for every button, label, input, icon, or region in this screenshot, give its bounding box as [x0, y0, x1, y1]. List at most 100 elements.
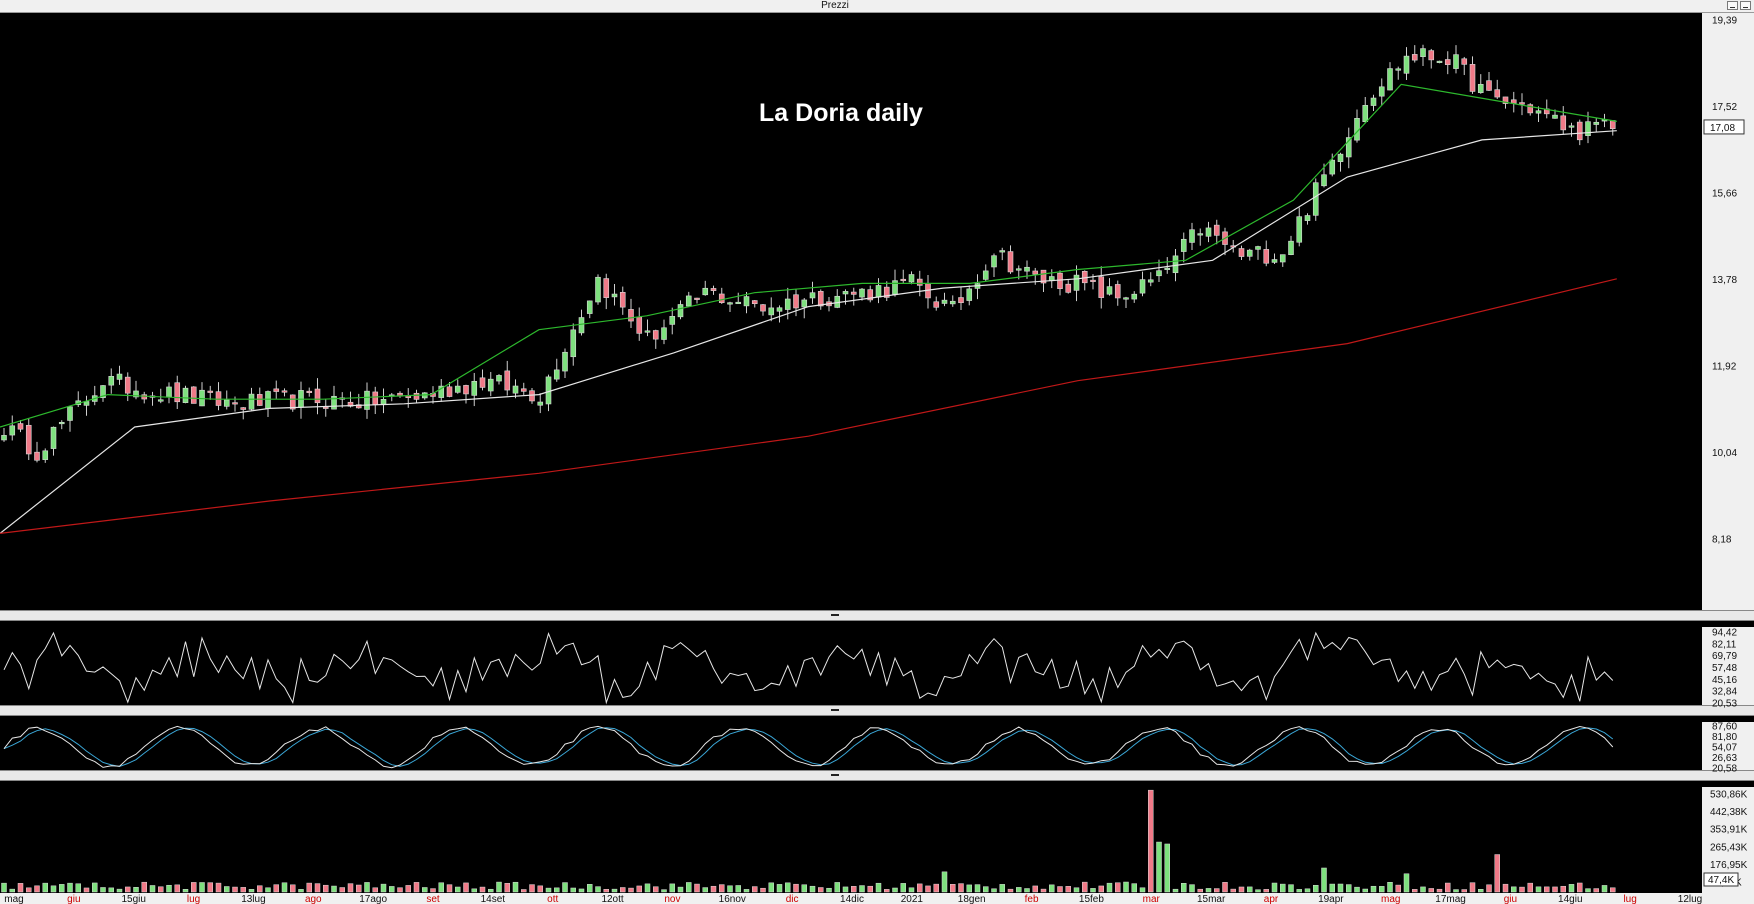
volume-bar: [776, 884, 783, 893]
candle: [999, 250, 1006, 253]
volume-bar: [950, 884, 956, 893]
date-tick: 15giu: [121, 894, 145, 904]
candle: [256, 394, 263, 406]
candle: [265, 391, 271, 409]
date-tick: 13lug: [241, 894, 265, 904]
candle: [479, 377, 486, 388]
volume-bar: [281, 882, 288, 893]
candle: [314, 388, 321, 404]
candle: [1453, 54, 1459, 69]
candle: [1593, 121, 1600, 125]
volume-bar: [83, 887, 90, 893]
volume-bar: [438, 882, 444, 893]
volume-bar: [1189, 884, 1195, 893]
candle: [1238, 248, 1245, 257]
volume-bar: [1544, 886, 1550, 893]
volume-bar: [702, 887, 708, 893]
volume-bar: [554, 887, 560, 893]
last-volume-label: 47,4K: [1708, 875, 1734, 886]
date-tick: mar: [1143, 894, 1161, 904]
candle: [859, 288, 865, 298]
candle: [182, 387, 189, 403]
rsi-tick: 45,16: [1712, 675, 1737, 686]
price-tick: 10,04: [1712, 448, 1737, 459]
date-tick: giu: [67, 894, 80, 904]
pane-divider[interactable]: [0, 770, 1754, 781]
price-pane: [0, 44, 1617, 534]
candle: [1535, 110, 1542, 114]
candle: [1362, 105, 1369, 122]
volume-bar: [413, 882, 420, 893]
volume-bar: [1255, 889, 1261, 893]
minimize-button[interactable]: [1727, 1, 1738, 10]
candle: [1131, 293, 1138, 300]
volume-bar: [1461, 889, 1467, 893]
candle: [248, 393, 255, 410]
volume-bar: [1115, 882, 1121, 893]
volume-bar: [1445, 882, 1451, 893]
candle: [1337, 153, 1344, 162]
volume-bar: [859, 885, 865, 893]
volume-bar: [512, 881, 519, 893]
volume-bar: [727, 885, 733, 893]
volume-bar: [158, 886, 164, 893]
candle: [1576, 121, 1583, 141]
volume-bar: [1519, 886, 1525, 893]
candle: [116, 373, 123, 380]
volume-bar: [75, 883, 81, 893]
volume-tick: 442,38K: [1710, 807, 1748, 818]
candle: [669, 316, 676, 325]
volume-bar: [479, 886, 486, 893]
candle: [380, 399, 387, 405]
volume-tick: 353,91K: [1710, 825, 1748, 836]
candle: [1519, 102, 1525, 105]
candle: [941, 299, 948, 304]
price-tick: 11,92: [1712, 362, 1737, 373]
candle: [273, 388, 280, 392]
volume-bar: [1032, 885, 1038, 893]
candle: [850, 291, 857, 295]
volume-bar: [496, 881, 502, 893]
stochastic-axis: [1702, 722, 1754, 770]
volume-bar: [364, 882, 370, 893]
volume-bar: [1222, 882, 1228, 893]
volume-bar: [1205, 888, 1212, 893]
candle: [958, 297, 964, 304]
candle: [751, 300, 758, 305]
date-tick: 12lug: [1678, 894, 1702, 904]
candle: [768, 307, 775, 316]
pane-divider[interactable]: [0, 705, 1754, 716]
candle: [1172, 255, 1179, 274]
candle: [347, 401, 354, 407]
volume-bar: [1568, 884, 1575, 893]
volume-bar: [17, 883, 24, 893]
volume-bar: [372, 887, 378, 893]
volume-bar: [562, 882, 568, 893]
maximize-button[interactable]: [1740, 1, 1751, 10]
date-tick: nov: [664, 894, 680, 904]
volume-bar: [471, 888, 477, 893]
volume-bar: [1280, 883, 1286, 893]
volume-bar: [34, 885, 40, 893]
date-tick: 14set: [481, 894, 506, 904]
candle: [50, 426, 57, 449]
pane-divider[interactable]: [0, 610, 1754, 621]
volume-bar: [1601, 885, 1608, 893]
candle: [718, 293, 725, 303]
volume-bar: [875, 882, 882, 893]
candle: [322, 406, 329, 409]
rsi-axis: [1702, 627, 1754, 705]
candle: [1609, 120, 1616, 130]
volume-bar: [570, 887, 576, 893]
volume-bar: [1016, 887, 1022, 893]
volume-bar: [537, 885, 543, 893]
volume-bar: [232, 886, 238, 893]
volume-bar: [653, 886, 659, 893]
candle: [685, 295, 692, 307]
volume-bar: [818, 887, 824, 893]
candle: [644, 330, 651, 333]
volume-bar: [488, 888, 494, 893]
volume-bar: [809, 885, 816, 893]
volume-bar: [182, 888, 189, 893]
volume-bar: [1362, 888, 1368, 893]
